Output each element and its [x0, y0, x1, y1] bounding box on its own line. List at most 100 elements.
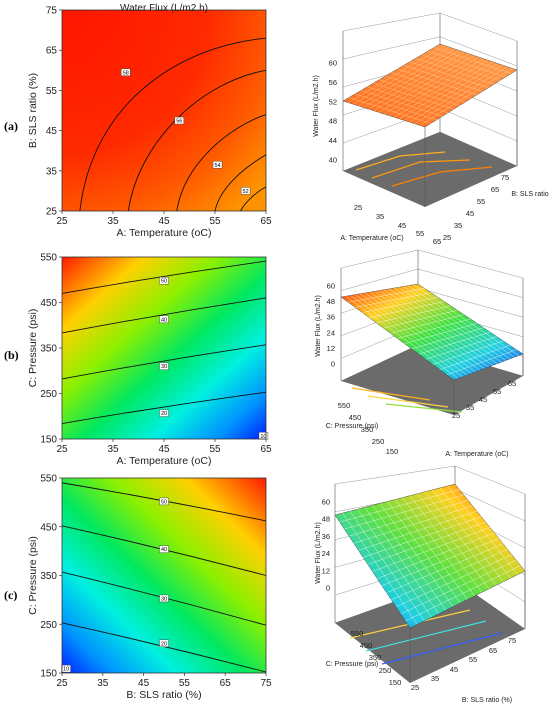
grid-line [439, 487, 511, 579]
x-tick-label: 25 [411, 683, 419, 692]
y-tick-label: 450 [360, 641, 373, 650]
surface-plot-c: 0 12 24 36 48 60 25 35 45 55 65 75 150 250 350 450 550 B:… [315, 465, 526, 704]
x-tick-label: 35 [431, 674, 439, 683]
contour-tag-box [159, 362, 169, 370]
x-tick-label: 55 [493, 387, 501, 396]
contour-line [61, 344, 267, 380]
x-tick-label: 65 [260, 444, 272, 455]
y-tick-label: 65 [46, 46, 58, 57]
grid-line [424, 491, 497, 586]
x-tick-label: 45 [479, 395, 487, 404]
grid-line [394, 60, 489, 118]
contour-tag-box [212, 161, 223, 169]
grid-line [409, 64, 503, 123]
floor-contour-line [381, 632, 503, 665]
grid-line [397, 68, 477, 96]
x-tick-label: 55 [209, 444, 221, 455]
y-tick-label: 550 [351, 629, 364, 638]
grid-line [409, 495, 483, 593]
contour-tag-box [159, 315, 169, 324]
wall-grid-line [342, 12, 518, 42]
grid-line [404, 63, 498, 121]
grid-line [409, 61, 489, 89]
contour-fill [62, 10, 266, 211]
contour-tag-box [159, 497, 169, 506]
front-edges [453, 354, 524, 415]
y-tick-label: 45 [46, 126, 58, 137]
grid-line [421, 54, 500, 81]
wall-grid-line [342, 36, 518, 67]
z-tick-label: 56 [329, 78, 337, 87]
y-tick-label: 35 [46, 166, 58, 177]
front-edges [424, 70, 518, 207]
wall-grid-line [340, 268, 524, 298]
contour-tag: 50 [161, 499, 167, 505]
y-tick-label: 55 [46, 86, 58, 97]
grid-line [433, 47, 512, 74]
contour-tag: 50 [161, 279, 167, 285]
grid-line [439, 345, 510, 370]
z-tick-label: 48 [327, 297, 335, 306]
x-tick-label: 65 [220, 678, 232, 689]
panel-label-c: (c) [4, 588, 17, 602]
z-tick-label: 36 [327, 313, 335, 322]
x-tick-label: 65 [433, 237, 441, 246]
y-tick-label: 350 [40, 344, 57, 355]
grid-line [399, 61, 494, 120]
y-tick-label: 25 [443, 233, 451, 242]
surface-grid [345, 284, 519, 379]
y-axis-label: B: SLS ratio (%) [27, 73, 39, 148]
z-tick-label: 60 [329, 59, 337, 68]
x-tick-label: 45 [138, 678, 150, 689]
z-axis-label: Water Flux (L/m2.h) [315, 522, 322, 584]
y-tick-label: 150 [40, 669, 57, 680]
contour-tag-box [159, 409, 169, 417]
x-tick-label: 65 [260, 216, 272, 227]
y-tick-label: 65 [491, 185, 499, 194]
panel-labels: (a) (b) (c) [4, 119, 19, 602]
grid-line [432, 340, 504, 365]
y-tick-label: 75 [46, 6, 58, 17]
grid-line [388, 288, 498, 364]
contour-tag: 58 [123, 70, 129, 76]
x-tick-label: 25 [56, 216, 68, 227]
grid-line [398, 287, 506, 361]
grid-line [391, 72, 472, 99]
floor-contour-line [351, 387, 431, 401]
y-tick-label: 45 [466, 209, 474, 218]
y-tick-label: 250 [40, 389, 57, 400]
floor-contour-line [385, 403, 463, 413]
surface-mesh [334, 483, 526, 629]
y-axis-label: C: Pressure (psi) [326, 423, 379, 430]
contour-tag-box [159, 545, 169, 553]
grid-line [379, 290, 489, 368]
y-tick-label: 350 [369, 653, 382, 662]
contour-line [79, 37, 267, 212]
grid-line [415, 58, 495, 85]
contour-tag-box [121, 68, 131, 77]
y-axis-label: C: Pressure (psi) [27, 536, 39, 615]
grid-line [386, 543, 504, 593]
panel-label-a: (a) [4, 119, 18, 133]
surface-grid [348, 45, 513, 126]
contour-plots: 58 56 54 52 Water Flux (L/m2.h) 25 35 45 55 65 25 3… [27, 3, 272, 701]
x-tick-label: 55 [209, 216, 221, 227]
grid-line [432, 489, 504, 582]
grid-line [403, 65, 483, 92]
contour-line [176, 114, 267, 212]
y-tick-label: 35 [454, 221, 462, 230]
y-tick-label: 55 [477, 197, 485, 206]
grid-line [389, 58, 484, 116]
contour-plot-c: 50 40 30 20 10 25 35 45 55 65 75 150 250 350 450 550 B: … [27, 474, 272, 702]
x-tick-label: 35 [107, 444, 119, 455]
z-tick-label: 40 [329, 156, 337, 165]
y-tick-label: 450 [40, 522, 57, 533]
floor-contour-line [365, 620, 487, 652]
grid-line [381, 538, 499, 586]
z-tick-label: 24 [327, 328, 335, 337]
y-tick-label: 450 [40, 298, 57, 309]
contour-tag: 54 [214, 163, 220, 169]
z-axis-label: Water Flux (L/m2.h) [315, 295, 322, 357]
contour-tag-box [61, 664, 71, 673]
